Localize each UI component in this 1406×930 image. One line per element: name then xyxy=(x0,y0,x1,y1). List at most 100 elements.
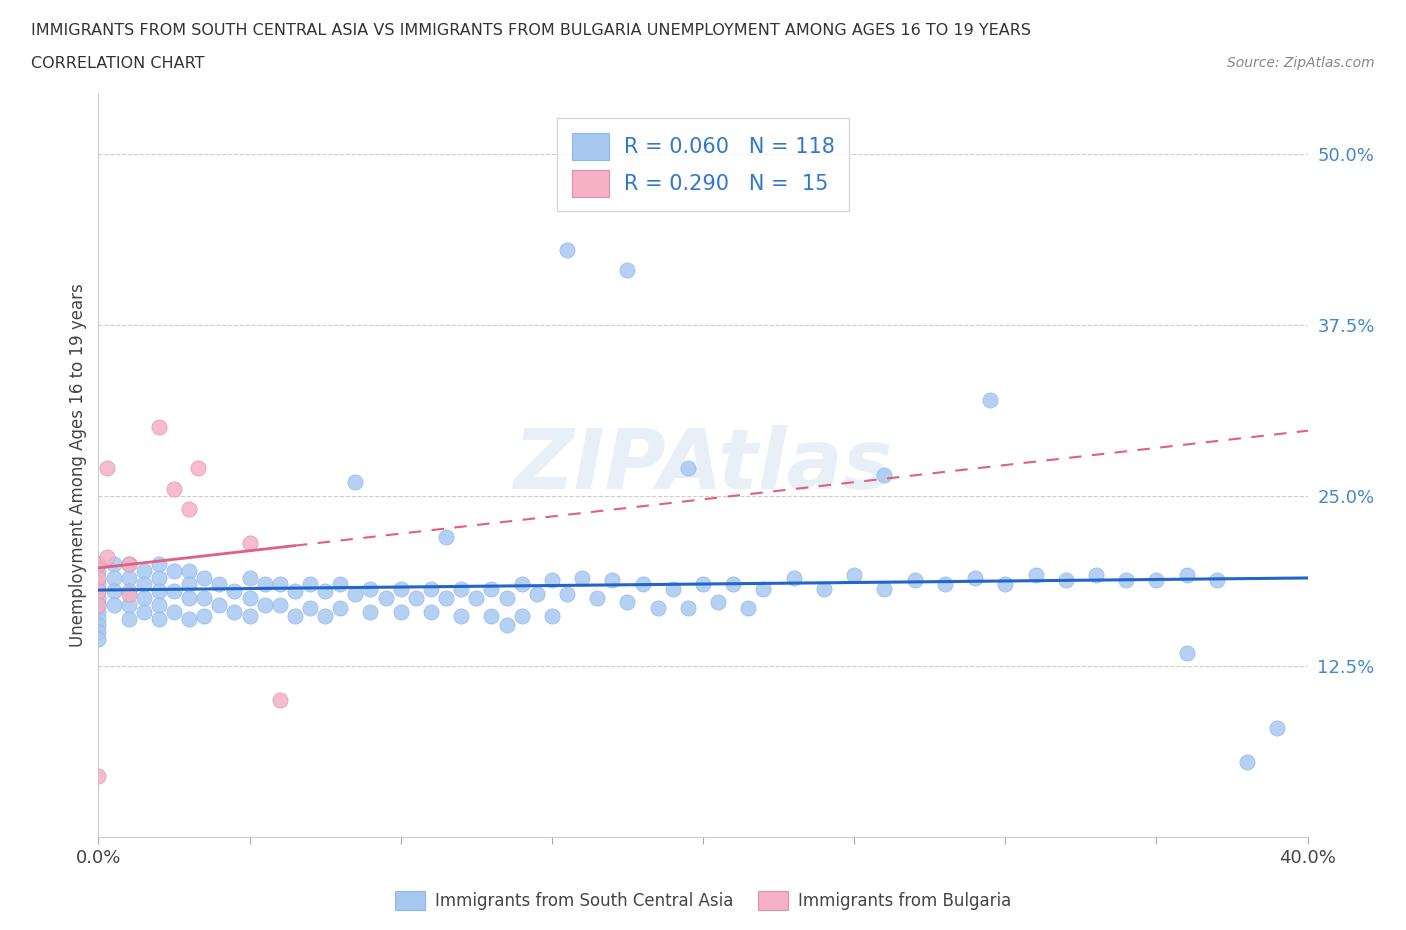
Point xyxy=(360,581,382,596)
Point xyxy=(510,577,533,591)
Point xyxy=(314,584,336,599)
Point xyxy=(187,461,209,476)
Point xyxy=(148,420,170,435)
Point xyxy=(723,577,745,591)
Point xyxy=(1144,573,1167,588)
Point xyxy=(873,581,896,596)
Point xyxy=(994,577,1017,591)
Point xyxy=(87,591,110,605)
Point xyxy=(103,570,125,585)
Point xyxy=(934,577,956,591)
Point xyxy=(1175,645,1198,660)
Point xyxy=(844,567,866,582)
Point xyxy=(87,768,110,783)
Point xyxy=(179,577,201,591)
Point xyxy=(495,618,517,632)
Point xyxy=(96,550,118,565)
Point xyxy=(118,556,141,571)
Point xyxy=(87,570,110,585)
Point xyxy=(434,591,457,605)
Point xyxy=(193,608,215,623)
Point xyxy=(586,591,609,605)
Point xyxy=(224,604,246,619)
Point xyxy=(163,604,186,619)
Point xyxy=(148,597,170,612)
Text: ZIPAtlas: ZIPAtlas xyxy=(513,424,893,506)
Point xyxy=(284,584,307,599)
Point xyxy=(179,502,201,517)
Point xyxy=(676,600,699,615)
Point xyxy=(269,693,291,708)
Point xyxy=(87,556,110,571)
Point xyxy=(783,570,806,585)
Point xyxy=(526,587,548,602)
Point xyxy=(631,577,654,591)
Point xyxy=(87,577,110,591)
Legend: Immigrants from South Central Asia, Immigrants from Bulgaria: Immigrants from South Central Asia, Immi… xyxy=(388,884,1018,917)
Point xyxy=(647,600,669,615)
Point xyxy=(118,587,141,602)
Point xyxy=(979,392,1001,407)
Text: IMMIGRANTS FROM SOUTH CENTRAL ASIA VS IMMIGRANTS FROM BULGARIA UNEMPLOYMENT AMON: IMMIGRANTS FROM SOUTH CENTRAL ASIA VS IM… xyxy=(31,23,1031,38)
Point xyxy=(465,591,488,605)
Point xyxy=(602,573,624,588)
Point xyxy=(148,556,170,571)
Point xyxy=(148,570,170,585)
Point xyxy=(96,461,118,476)
Point xyxy=(87,631,110,646)
Point xyxy=(239,591,262,605)
Point xyxy=(299,600,322,615)
Point xyxy=(163,564,186,578)
Point xyxy=(344,587,367,602)
Point xyxy=(481,608,503,623)
Point xyxy=(692,577,714,591)
Point xyxy=(118,570,141,585)
Point xyxy=(208,597,231,612)
Point xyxy=(132,564,155,578)
Point xyxy=(540,608,562,623)
Point xyxy=(118,611,141,626)
Point xyxy=(193,570,215,585)
Point xyxy=(118,584,141,599)
Point xyxy=(87,611,110,626)
Point xyxy=(571,570,593,585)
Point xyxy=(118,556,141,571)
Point xyxy=(253,597,276,612)
Point xyxy=(405,591,427,605)
Point xyxy=(269,597,291,612)
Point xyxy=(148,611,170,626)
Legend: R = 0.060   N = 118, R = 0.290   N =  15: R = 0.060 N = 118, R = 0.290 N = 15 xyxy=(557,118,849,211)
Point xyxy=(873,468,896,483)
Point xyxy=(284,608,307,623)
Point xyxy=(239,536,262,551)
Point xyxy=(269,577,291,591)
Point xyxy=(495,591,517,605)
Point xyxy=(179,564,201,578)
Point xyxy=(87,604,110,619)
Point xyxy=(329,600,352,615)
Point xyxy=(239,570,262,585)
Point xyxy=(224,584,246,599)
Point xyxy=(299,577,322,591)
Point xyxy=(813,581,835,596)
Point xyxy=(450,608,472,623)
Point xyxy=(434,529,457,544)
Point xyxy=(132,591,155,605)
Point xyxy=(87,556,110,571)
Point xyxy=(450,581,472,596)
Point xyxy=(360,604,382,619)
Point xyxy=(87,597,110,612)
Point xyxy=(904,573,927,588)
Y-axis label: Unemployment Among Ages 16 to 19 years: Unemployment Among Ages 16 to 19 years xyxy=(69,283,87,647)
Point xyxy=(1085,567,1108,582)
Point xyxy=(253,577,276,591)
Point xyxy=(965,570,987,585)
Point xyxy=(1236,754,1258,769)
Point xyxy=(1206,573,1229,588)
Point xyxy=(737,600,759,615)
Point xyxy=(1054,573,1077,588)
Point xyxy=(420,604,443,619)
Point xyxy=(389,604,412,619)
Point xyxy=(87,618,110,632)
Point xyxy=(193,591,215,605)
